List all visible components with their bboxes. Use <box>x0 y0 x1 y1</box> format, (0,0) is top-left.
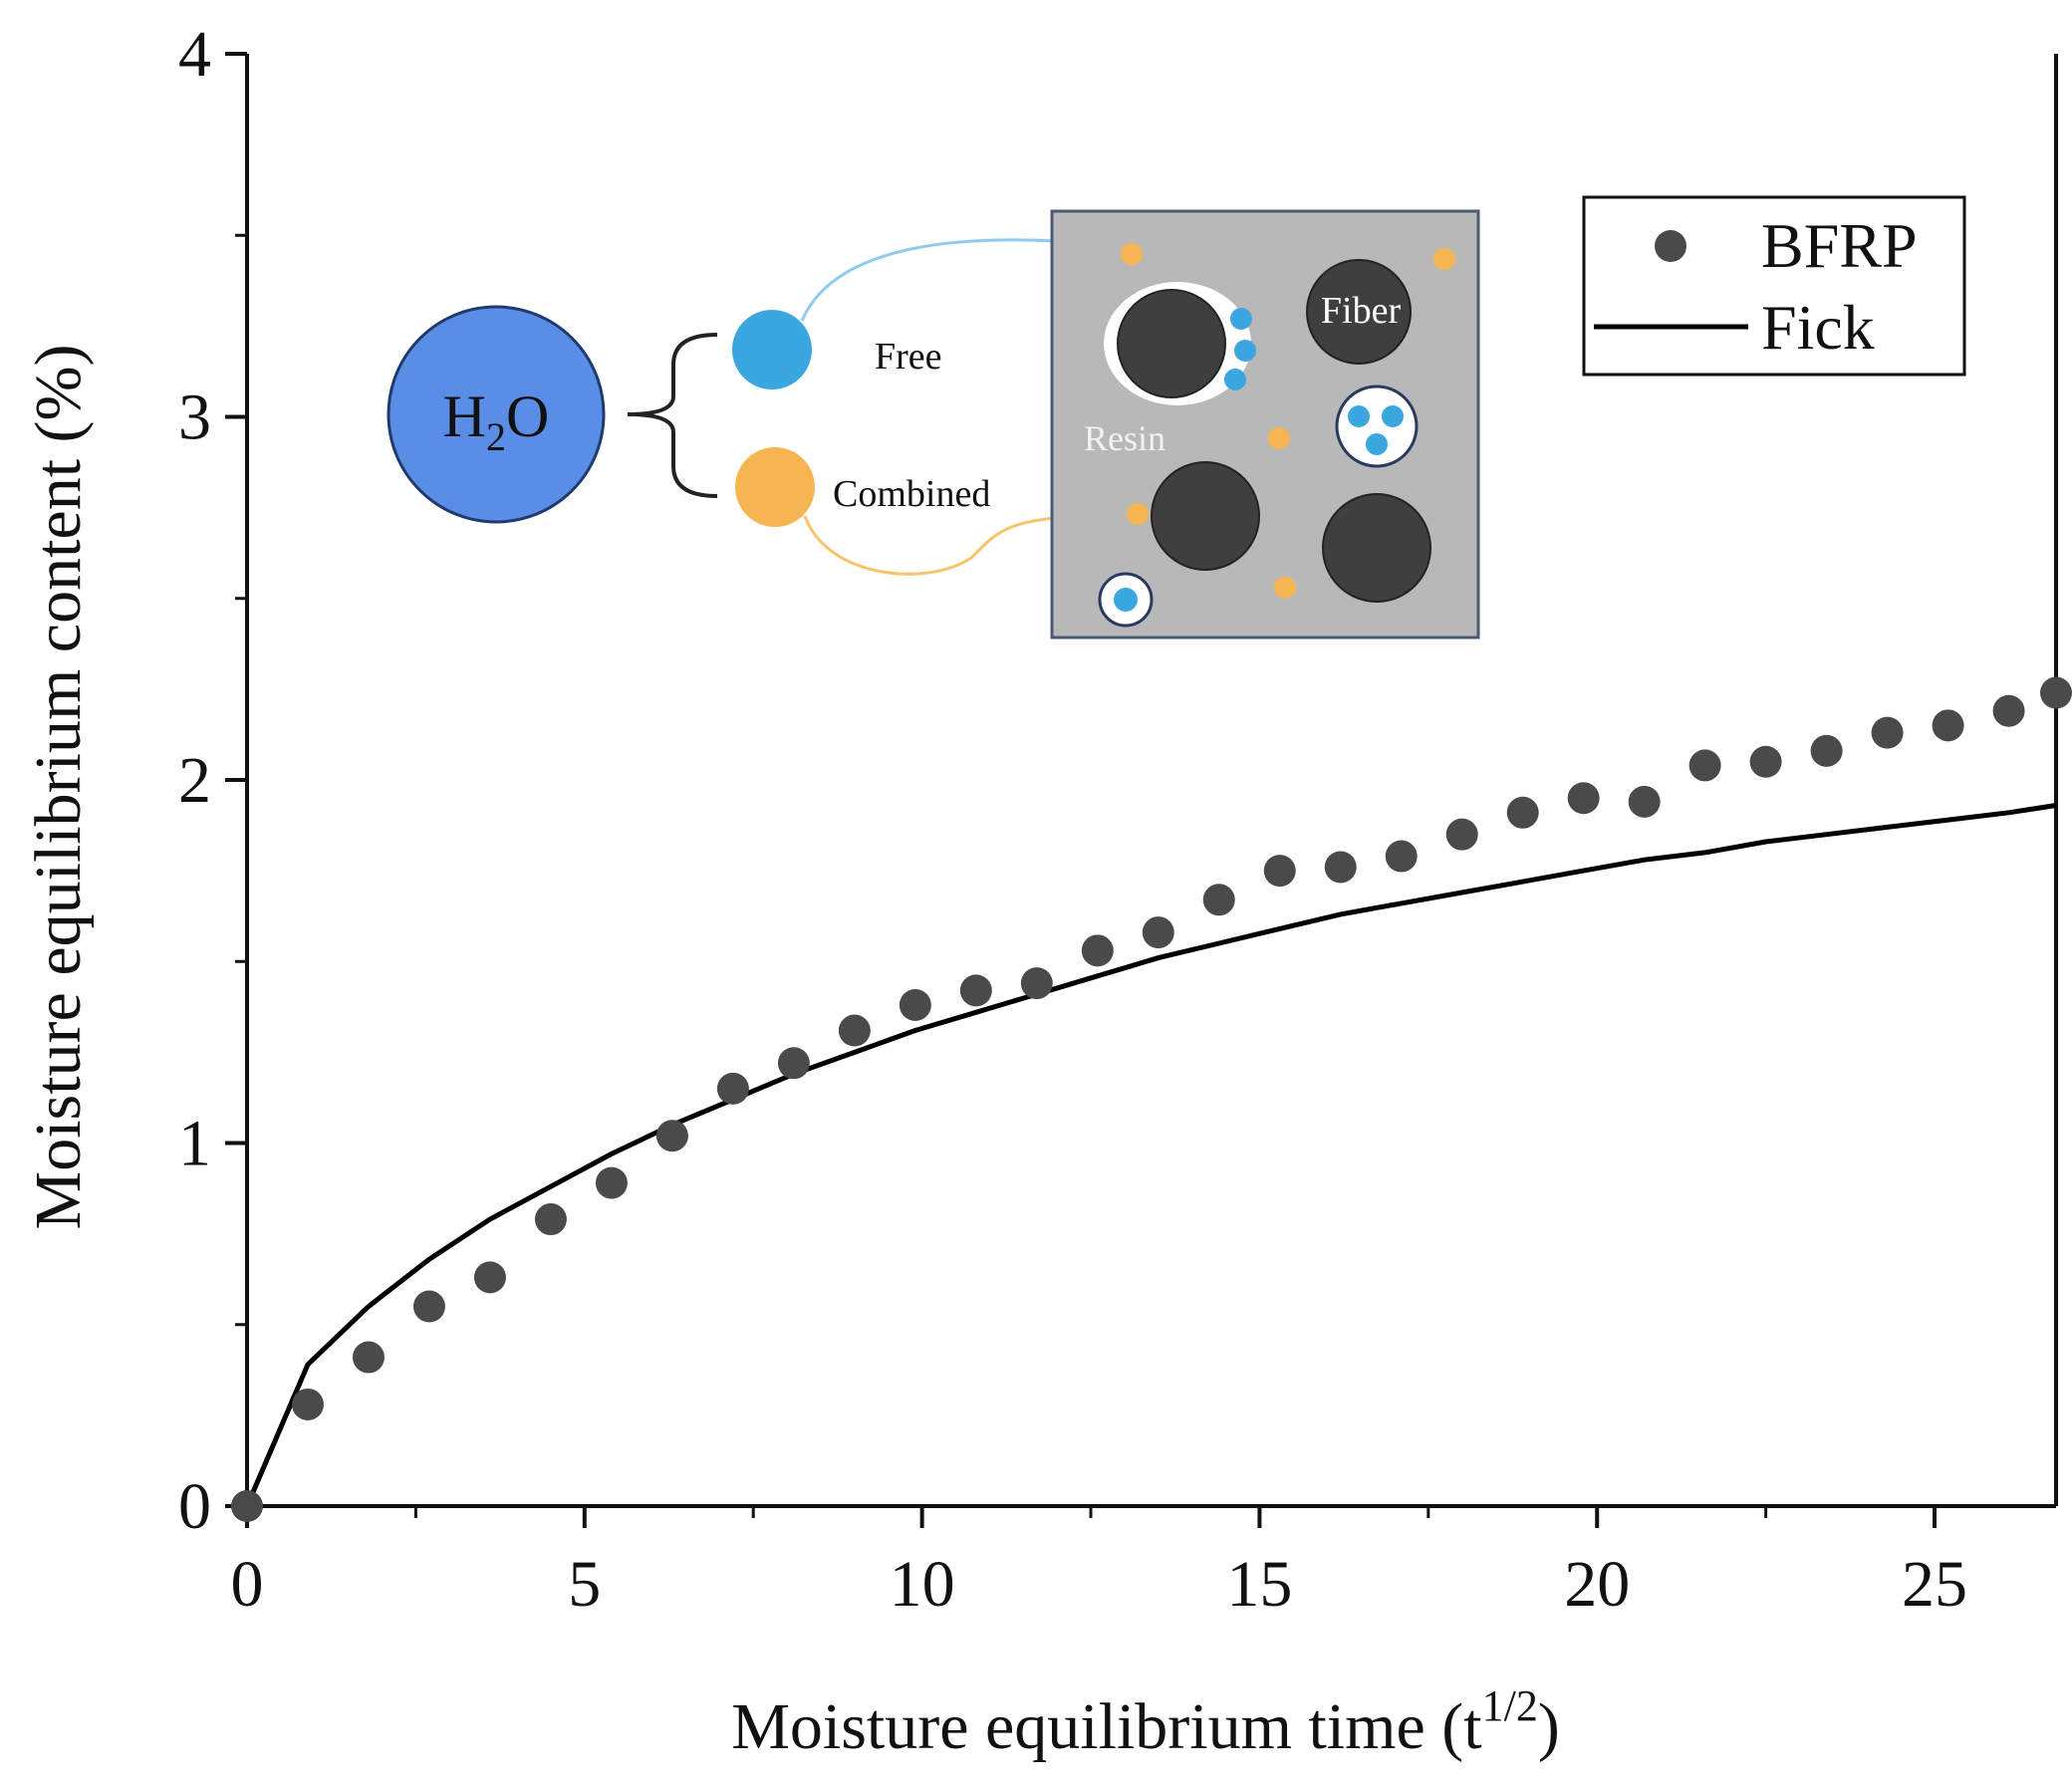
bfrp-point <box>595 1166 628 1199</box>
bfrp-point <box>1871 716 1904 749</box>
x-tick-label: 10 <box>890 1548 955 1621</box>
bfrp-series <box>231 676 2072 1522</box>
fiber-2 <box>1306 259 1412 365</box>
combined-water-dot <box>735 447 815 527</box>
legend-label-bfrp: BFRP <box>1761 210 1918 281</box>
x-axis-title: Moisture equilibrium time (t1/2) <box>731 1681 1560 1763</box>
water-label-h: H <box>443 383 486 449</box>
resin-label: Resin <box>1084 418 1166 458</box>
y-tick-label: 2 <box>178 744 211 817</box>
bfrp-point <box>1567 782 1600 815</box>
x-tick-label: 0 <box>231 1548 264 1621</box>
legend: BFRP Fick <box>1582 195 1966 377</box>
x-tick-label: 20 <box>1564 1548 1630 1621</box>
bfrp-point <box>291 1388 324 1420</box>
free-dot-void-3 <box>1224 369 1246 390</box>
legend-marker-bfrp <box>1655 230 1686 262</box>
bfrp-point <box>1628 785 1661 818</box>
bfrp-point <box>1202 884 1235 916</box>
bfrp-point <box>838 1014 871 1047</box>
bfrp-point <box>655 1120 688 1152</box>
bfrp-point <box>1142 916 1174 949</box>
bfrp-point <box>352 1341 385 1374</box>
combined-dot-3 <box>1268 427 1290 449</box>
free-dot-small <box>1114 588 1138 612</box>
x-axis-title-sup: 1/2 <box>1482 1681 1538 1730</box>
water-molecule-circle <box>387 305 606 524</box>
bfrp-point <box>473 1261 506 1294</box>
free-dot-cluster-1 <box>1348 405 1370 427</box>
bfrp-point <box>959 974 992 1007</box>
x-tick-label: 25 <box>1902 1548 1967 1621</box>
bfrp-point <box>716 1072 749 1105</box>
combined-arrow-icon <box>803 512 1117 576</box>
combined-dot-1 <box>1121 243 1143 265</box>
fiber-label: Fiber <box>1321 290 1402 332</box>
y-tick-label: 4 <box>178 18 211 91</box>
bfrp-point <box>1749 745 1782 778</box>
bfrp-point <box>1263 855 1296 888</box>
bfrp-point <box>2040 676 2072 709</box>
fiber-4 <box>1322 493 1431 603</box>
free-dot-cluster-3 <box>1366 433 1388 455</box>
bfrp-point <box>1810 734 1843 767</box>
free-dot-void-2 <box>1234 340 1256 362</box>
inset-schematic: H2O Free Combined Fiber Resin <box>387 209 1480 639</box>
x-axis-title-close: ) <box>1538 1690 1560 1763</box>
y-tick-label: 3 <box>178 382 211 454</box>
bfrp-point <box>777 1047 810 1080</box>
bfrp-point <box>534 1203 567 1236</box>
bfrp-point <box>1020 967 1053 1000</box>
free-water-dot <box>732 310 812 389</box>
water-label-sub: 2 <box>486 414 506 459</box>
bfrp-point <box>1385 840 1418 873</box>
x-axis-title-main: Moisture equilibrium time (t <box>731 1690 1481 1763</box>
x-tick-label: 15 <box>1226 1548 1292 1621</box>
legend-label-fick: Fick <box>1761 292 1875 363</box>
y-tick-label: 1 <box>178 1108 211 1180</box>
bfrp-point <box>1081 934 1114 967</box>
brace-icon <box>627 333 718 498</box>
x-tick-label: 5 <box>568 1548 601 1621</box>
bfrp-point <box>412 1290 445 1323</box>
water-label: H2O <box>443 383 550 459</box>
water-label-o: O <box>506 383 549 449</box>
y-axis-title: Moisture equilibrium content (%) <box>22 345 95 1230</box>
fiber-3 <box>1151 461 1260 571</box>
fiber-1 <box>1117 289 1226 398</box>
axis-ticks: 0 5 10 15 20 25 0 1 2 3 4 <box>178 18 1967 1621</box>
bfrp-point <box>1688 749 1721 782</box>
legend-box <box>1582 195 1966 377</box>
bfrp-point <box>1932 709 1964 742</box>
bfrp-point <box>1506 796 1539 829</box>
combined-dot-4 <box>1127 503 1149 525</box>
combined-dot-2 <box>1433 248 1455 270</box>
free-label: Free <box>875 336 942 378</box>
fick-series <box>244 803 2057 1507</box>
bfrp-point <box>899 988 931 1021</box>
fick-line <box>244 803 2057 1507</box>
free-dot-cluster-2 <box>1382 405 1404 427</box>
combined-label: Combined <box>833 473 990 515</box>
free-dot-void-1 <box>1230 308 1252 330</box>
bfrp-point <box>1992 694 2025 727</box>
bfrp-point <box>231 1490 263 1522</box>
bfrp-point <box>1324 851 1357 884</box>
y-tick-label: 0 <box>178 1470 211 1543</box>
bfrp-point <box>1445 818 1478 851</box>
combined-dot-5 <box>1274 577 1296 599</box>
